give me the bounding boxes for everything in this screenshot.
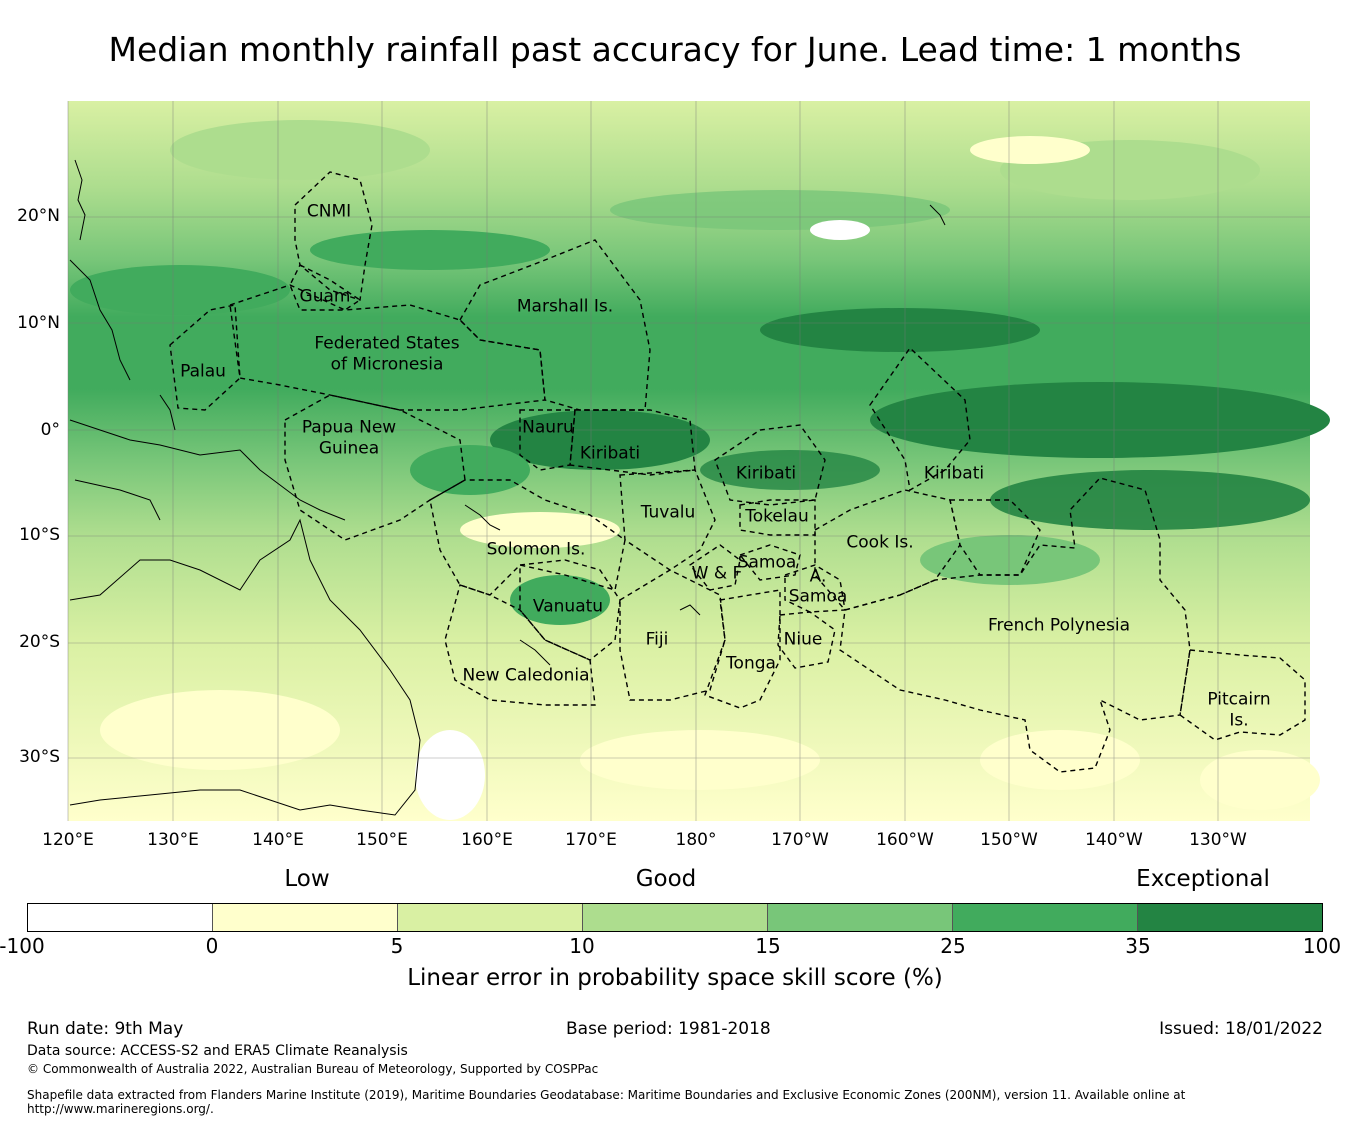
region-label-fiji: Fiji	[645, 629, 669, 650]
region-label-american-samoa-1: A.	[809, 566, 827, 587]
eez-boundaries	[169, 171, 1306, 773]
lon-tick-140e: 140°E	[252, 830, 304, 850]
eez-niue	[777, 611, 836, 669]
region-label-french-polynesia: French Polynesia	[988, 615, 1130, 636]
issued-date: Issued: 18/01/2022	[1159, 1019, 1323, 1039]
lat-tick-10s: 10°S	[19, 525, 60, 545]
eez-nauru	[519, 409, 576, 471]
eez-cook	[814, 489, 961, 611]
lat-tick-30s: 30°S	[19, 747, 60, 767]
shapefile-credit: Shapefile data extracted from Flanders M…	[27, 1088, 1186, 1116]
colorbar-tick: 100	[1302, 934, 1342, 958]
eez-marshall	[459, 239, 651, 411]
base-period: Base period: 1981-2018	[566, 1019, 771, 1039]
region-label-tuvalu: Tuvalu	[640, 502, 696, 523]
colorbar-segment	[1138, 904, 1322, 931]
region-label-guam: Guam	[299, 286, 351, 307]
eez-wf	[688, 544, 741, 591]
lon-tick-160e: 160°E	[461, 830, 513, 850]
region-label-cnmi: CNMI	[306, 201, 352, 222]
colorbar-segment	[768, 904, 953, 931]
data-source: Data source: ACCESS-S2 and ERA5 Climate …	[27, 1043, 408, 1059]
colorbar-tick: 15	[755, 934, 781, 958]
lon-tick-170w: 170°W	[771, 830, 829, 850]
run-date: Run date: 9th May	[27, 1019, 184, 1039]
region-label-cook: Cook Is.	[846, 532, 914, 553]
region-label-tonga: Tonga	[726, 653, 776, 674]
lon-tick-140w: 140°W	[1085, 830, 1143, 850]
region-label-wf: W & F	[691, 563, 743, 584]
lat-tick-10n: 10°N	[17, 313, 60, 333]
region-label-marshall: Marshall Is.	[516, 296, 614, 317]
map-title: Median monthly rainfall past accuracy fo…	[108, 30, 1242, 69]
legend-category-exceptional: Exceptional	[1136, 866, 1270, 892]
region-label-samoa: Samoa	[737, 552, 797, 573]
eez-pitcairn	[1179, 649, 1306, 741]
colorbar-tick: 10	[569, 934, 595, 958]
lat-tick-20s: 20°S	[19, 632, 60, 652]
skill-patches	[70, 120, 1330, 820]
region-label-png-2: Guinea	[318, 438, 380, 459]
gridlines	[67, 101, 1310, 821]
region-label-tokelau: Tokelau	[745, 506, 809, 527]
copyright: © Commonwealth of Australia 2022, Austra…	[27, 1062, 599, 1076]
eez-fsm	[229, 284, 546, 411]
colorbar-segment	[28, 904, 213, 931]
colorbar-segment	[953, 904, 1138, 931]
region-label-kiribati-phoenix: Kiribati	[735, 463, 797, 484]
colorbar-label: Linear error in probability space skill …	[407, 965, 943, 991]
region-label-american-samoa-2: Samoa	[788, 586, 848, 607]
lon-tick-150e: 150°E	[356, 830, 408, 850]
region-label-fsm-1: Federated States	[314, 333, 460, 354]
region-label-pitcairn-1: Pitcairn	[1207, 689, 1271, 710]
region-label-solomon: Solomon Is.	[486, 539, 586, 560]
eez-fiji	[619, 569, 726, 701]
eez-tonga	[704, 589, 781, 709]
eez-palau	[169, 304, 241, 411]
region-label-palau: Palau	[180, 361, 226, 382]
lon-tick-180: 180°	[675, 830, 717, 850]
eez-samoa	[738, 544, 801, 581]
lon-tick-130e: 130°E	[147, 830, 199, 850]
colorbar-tick: 25	[940, 934, 966, 958]
legend-category-low: Low	[284, 866, 330, 892]
colorbar-tick: 5	[390, 934, 404, 958]
eez-cnmi	[294, 171, 373, 301]
eez-french-polynesia	[839, 477, 1191, 773]
lon-tick-170e: 170°E	[565, 830, 617, 850]
region-label-png-1: Papua New	[301, 417, 397, 438]
region-label-fsm-2: of Micronesia	[330, 354, 444, 375]
colorbar-tick: -100	[0, 934, 45, 958]
lon-tick-120e: 120°E	[42, 830, 94, 850]
region-label-nauru: Nauru	[522, 417, 574, 438]
lon-tick-130w: 130°W	[1189, 830, 1247, 850]
lat-tick-20n: 20°N	[17, 206, 60, 226]
legend-category-good: Good	[635, 866, 697, 892]
colorbar-tick: 0	[205, 934, 219, 958]
colorbar-tick: 35	[1125, 934, 1151, 958]
region-label-new-caledonia: New Caledonia	[462, 665, 590, 686]
eez-new-caledonia	[444, 584, 596, 706]
eez-cook-north	[949, 499, 1041, 576]
eez-tuvalu	[619, 469, 716, 571]
eez-vanuatu	[519, 559, 621, 661]
region-label-kiribati-gilbert: Kiribati	[579, 443, 641, 464]
region-label-niue: Niue	[783, 629, 823, 650]
colorbar-segment	[398, 904, 583, 931]
region-label-vanuatu: Vanuatu	[532, 596, 604, 617]
lon-tick-160w: 160°W	[876, 830, 934, 850]
colorbar	[27, 903, 1323, 932]
region-label-kiribati-line: Kiribati	[923, 463, 985, 484]
region-label-pitcairn-2: Is.	[1229, 710, 1249, 731]
lat-tick-0: 0°	[40, 420, 60, 440]
colorbar-segment	[583, 904, 768, 931]
colorbar-segment	[213, 904, 398, 931]
eez-solomon	[429, 479, 626, 596]
lon-tick-150w: 150°W	[980, 830, 1038, 850]
eez-kiribati-line	[869, 346, 971, 492]
coastlines	[69, 159, 946, 816]
